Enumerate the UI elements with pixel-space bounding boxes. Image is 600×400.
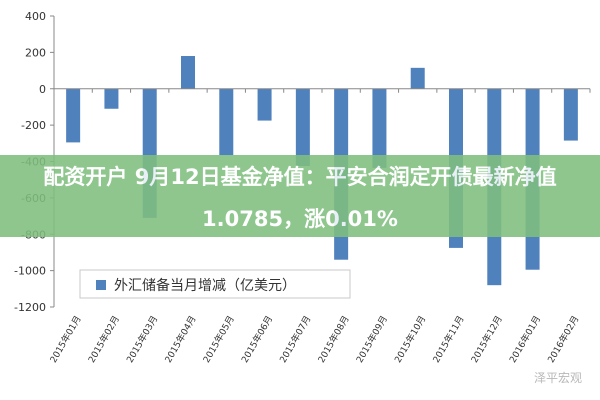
x-tick-label: 2015年09月 <box>353 314 390 365</box>
x-tick-label: 2015年11月 <box>430 314 467 365</box>
watermark: 泽平宏观 <box>533 371 582 385</box>
x-tick-label: 2015年02月 <box>85 314 122 365</box>
y-tick-label: 200 <box>25 46 46 59</box>
x-tick-label: 2015年04月 <box>162 314 199 365</box>
y-tick-label: -1000 <box>14 265 46 278</box>
legend: 外汇储备当月增减（亿美元） <box>79 269 351 299</box>
bar <box>410 67 425 89</box>
x-tick-label: 2015年08月 <box>315 314 352 365</box>
y-tick-label: 400 <box>25 10 46 23</box>
news-overlay-banner: 配资开户 9月12日基金净值：平安合润定开债最新净值 1.0785，涨0.01% <box>0 155 600 237</box>
x-tick-label: 2015年10月 <box>392 314 429 365</box>
x-tick-label: 2015年03月 <box>124 314 161 365</box>
bar <box>104 88 119 109</box>
x-tick-label: 2015年01月 <box>47 314 84 365</box>
overlay-line-2: 1.0785，涨0.01% <box>202 207 398 231</box>
bar <box>372 88 387 168</box>
y-tick-label: -1200 <box>14 301 46 314</box>
bar <box>219 88 234 156</box>
legend-swatch <box>96 280 106 290</box>
y-tick-label: 0 <box>39 83 46 96</box>
legend-box <box>79 269 351 299</box>
x-tick-label: 2016年02月 <box>545 314 582 365</box>
bar <box>66 88 81 143</box>
y-tick-label: -200 <box>21 119 46 132</box>
legend-label: 外汇储备当月增减（亿美元） <box>114 277 296 294</box>
bar <box>257 88 272 121</box>
bar <box>295 88 310 167</box>
x-tick-label: 2015年12月 <box>468 314 505 365</box>
x-tick-label: 2015年05月 <box>200 314 237 365</box>
bar <box>181 56 195 89</box>
x-tick-label: 2015年06月 <box>239 314 276 365</box>
x-tick-label: 2016年01月 <box>507 314 544 365</box>
x-tick-label: 2015年07月 <box>277 314 314 365</box>
bar <box>563 88 578 141</box>
overlay-line-1: 配资开户 9月12日基金净值：平安合润定开债最新净值 <box>43 165 557 189</box>
